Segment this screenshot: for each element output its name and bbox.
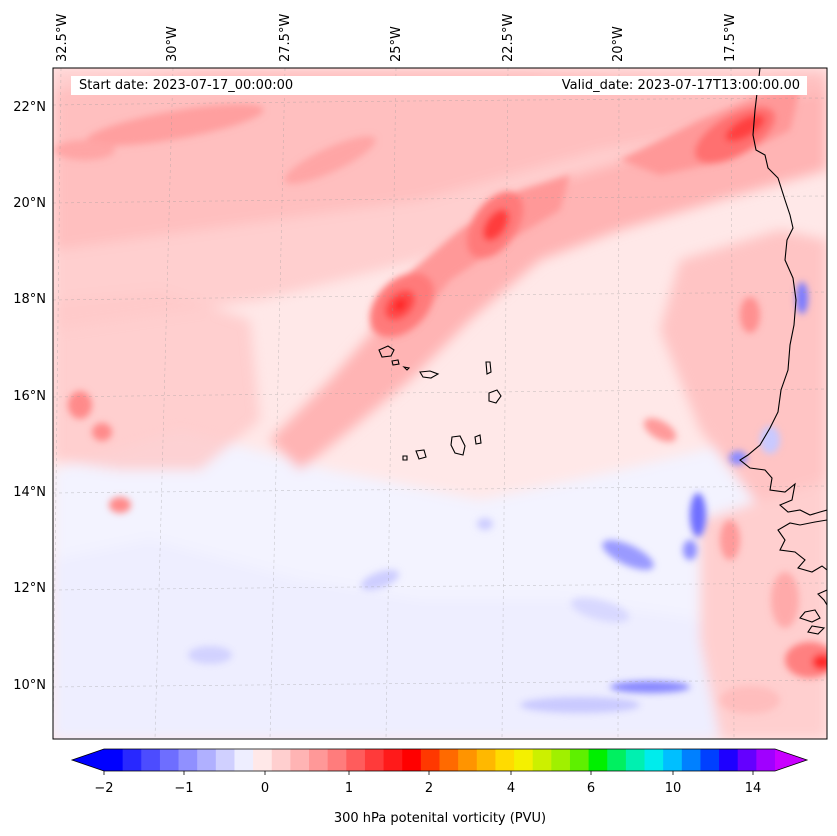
- colorbar-tick-label: −1: [174, 781, 193, 796]
- latitude-labels: 22°N 20°N 18°N 16°N 14°N 12°N 10°N: [13, 100, 46, 693]
- colorbar-tick-label: 10: [665, 781, 682, 796]
- colorbar-cell: [253, 749, 273, 771]
- colorbar-cell: [104, 749, 124, 771]
- colorbar-cell: [569, 749, 590, 771]
- colorbar-cell: [271, 749, 291, 771]
- colorbar-cell: [476, 749, 496, 771]
- colorbar-max-extension: [775, 749, 807, 771]
- colorbar-cell: [663, 749, 683, 771]
- colorbar-cell: [514, 749, 534, 771]
- valid-date-label: Valid_date: 2023-07-17T13:00:00.00: [555, 76, 807, 95]
- colorbar-cell: [495, 749, 515, 771]
- colorbar-cell: [607, 749, 627, 771]
- colorbar-tick-label: 0: [261, 781, 269, 796]
- colorbar-cell: [122, 749, 142, 771]
- colorbar-cell: [141, 749, 161, 771]
- map-frame: [52, 67, 828, 740]
- lat-label: 14°N: [13, 485, 46, 500]
- colorbar-cell: [159, 749, 179, 771]
- colorbar-cell: [234, 749, 254, 771]
- colorbar-cell: [215, 749, 235, 771]
- lon-label: 17.5°W: [723, 14, 738, 62]
- colorbar-cell: [327, 749, 347, 771]
- colorbar-cell: [737, 749, 757, 771]
- colorbar-cell: [681, 749, 701, 771]
- colorbar-tick-label: 6: [587, 781, 595, 796]
- colorbar-cell: [700, 749, 720, 771]
- colorbar-cell: [420, 749, 440, 771]
- lon-label: 32.5°W: [55, 14, 70, 62]
- longitude-labels: 32.5°W 30°W 27.5°W 25°W 22.5°W 20°W 17.5…: [55, 14, 738, 62]
- colorbar-tick-label: 1: [345, 781, 353, 796]
- lon-label: 30°W: [165, 26, 180, 62]
- lon-label: 25°W: [389, 26, 404, 62]
- colorbar-cell: [532, 749, 552, 771]
- colorbar-tick-label: −2: [94, 781, 113, 796]
- colorbar: −2 −1 0 1 2 4 6 10 14 300 hPa potenital …: [70, 748, 809, 826]
- lon-label: 20°W: [611, 26, 626, 62]
- colorbar-tick-labels: −2 −1 0 1 2 4 6 10 14: [94, 781, 761, 796]
- colorbar-min-extension: [72, 749, 104, 771]
- colorbar-cell: [309, 749, 329, 771]
- colorbar-cell: [756, 749, 776, 771]
- colorbar-tick-label: 14: [745, 781, 762, 796]
- colorbar-cell: [551, 749, 571, 771]
- lon-label: 22.5°W: [501, 14, 516, 62]
- graticule: [53, 68, 827, 739]
- colorbar-tick-label: 4: [507, 781, 515, 796]
- lat-label: 16°N: [13, 389, 46, 404]
- cape-verde-islands: [378, 345, 502, 461]
- colorbar-tick-label: 2: [425, 781, 433, 796]
- colorbar-cell: [364, 749, 384, 771]
- colorbar-cell: [290, 749, 310, 771]
- colorbar-cell: [439, 749, 459, 771]
- colorbar-cell: [719, 749, 739, 771]
- lat-label: 18°N: [13, 292, 46, 307]
- colorbar-cell: [625, 749, 645, 771]
- start-date-label: Start date: 2023-07-17_00:00:00: [71, 76, 300, 95]
- lat-label: 22°N: [13, 100, 46, 115]
- colorbar-cell: [178, 749, 198, 771]
- colorbar-cell: [197, 749, 217, 771]
- colorbar-cell: [588, 749, 608, 771]
- lon-label: 27.5°W: [278, 14, 293, 62]
- colorbar-cell: [458, 749, 478, 771]
- lat-label: 20°N: [13, 196, 46, 211]
- colorbar-cell: [383, 749, 403, 771]
- africa-coastline: [739, 68, 827, 635]
- lat-label: 10°N: [13, 678, 46, 693]
- lat-label: 12°N: [13, 581, 46, 596]
- colorbar-cell: [402, 749, 422, 771]
- pv-field: [53, 68, 827, 739]
- colorbar-cell: [644, 749, 664, 771]
- colorbar-cell: [346, 749, 366, 771]
- colorbar-label: 300 hPa potenital vorticity (PVU): [334, 811, 546, 826]
